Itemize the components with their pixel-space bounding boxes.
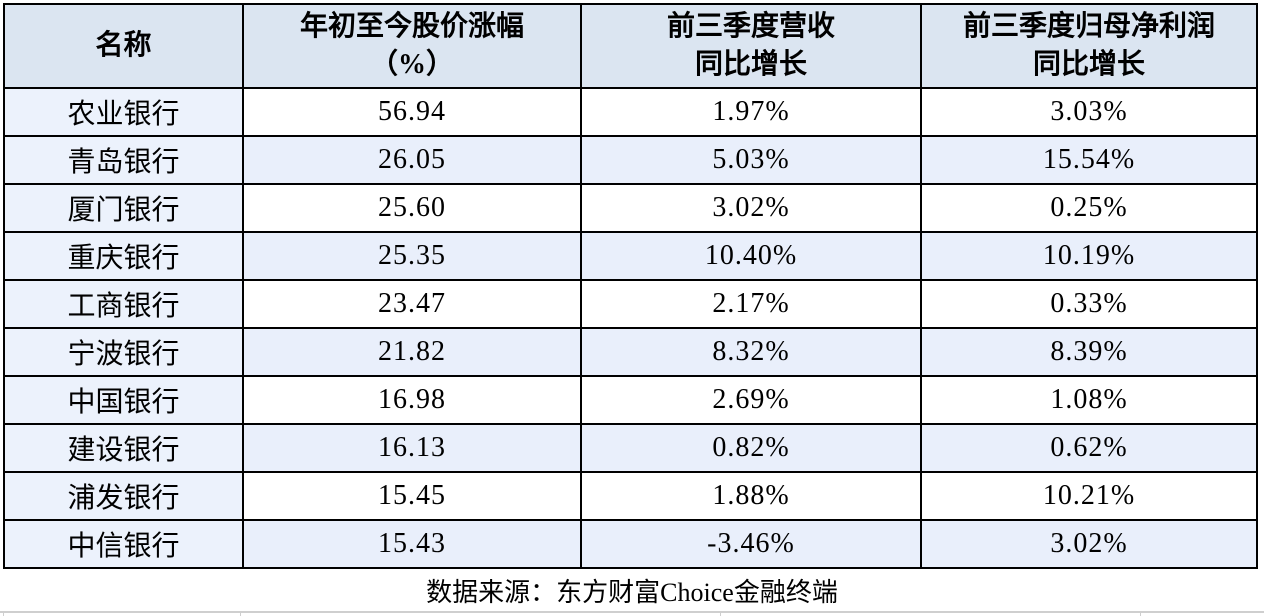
revenue_growth-cell: 0.82% xyxy=(580,423,922,473)
table-row: 中信银行 15.43 -3.46% 3.02% xyxy=(3,519,1258,569)
bank-name-cell: 厦门银行 xyxy=(3,183,244,233)
profit_growth-cell: 10.21% xyxy=(920,471,1258,521)
ytd_change-cell: 16.13 xyxy=(242,423,582,473)
table-body: 农业银行 56.94 1.97% 3.03% 青岛银行 26.05 5.03% 15.54% 厦… xyxy=(3,87,1258,569)
bank-name-cell: 农业银行 xyxy=(3,87,244,137)
bank-name-cell: 青岛银行 xyxy=(3,135,244,185)
grid-stub xyxy=(720,613,721,616)
table-row: 青岛银行 26.05 5.03% 15.54% xyxy=(3,135,1258,185)
profit_growth-cell: 10.19% xyxy=(920,231,1258,281)
ytd_change-cell: 26.05 xyxy=(242,135,582,185)
header-row: 名称 年初至今股价涨幅 （%） 前三季度营收 同比增长 前三季度归母净利润 同比增长 xyxy=(3,3,1258,89)
revenue_growth-cell: 1.88% xyxy=(580,471,922,521)
ytd_change-cell: 21.82 xyxy=(242,327,582,377)
column-header-profit_growth: 前三季度归母净利润 同比增长 xyxy=(920,3,1258,89)
column-header-line: 前三季度营收 xyxy=(666,11,835,42)
data-source-note: 数据来源：东方财富Choice金融终端 xyxy=(0,570,1264,611)
table-row: 重庆银行 25.35 10.40% 10.19% xyxy=(3,231,1258,281)
table-row: 建设银行 16.13 0.82% 0.62% xyxy=(3,423,1258,473)
table-header: 名称 年初至今股价涨幅 （%） 前三季度营收 同比增长 前三季度归母净利润 同比增长 xyxy=(3,3,1258,89)
table-row: 宁波银行 21.82 8.32% 8.39% xyxy=(3,327,1258,377)
ytd_change-cell: 15.45 xyxy=(242,471,582,521)
profit_growth-cell: 3.02% xyxy=(920,519,1258,569)
revenue_growth-cell: 8.32% xyxy=(580,327,922,377)
column-header-ytd_change: 年初至今股价涨幅 （%） xyxy=(242,3,582,89)
table-row: 工商银行 23.47 2.17% 0.33% xyxy=(3,279,1258,329)
column-header-revenue_growth: 前三季度营收 同比增长 xyxy=(580,3,922,89)
profit_growth-cell: 3.03% xyxy=(920,87,1258,137)
bank-performance-table: 名称 年初至今股价涨幅 （%） 前三季度营收 同比增长 前三季度归母净利润 同比增长 农业银… xyxy=(3,3,1258,569)
column-header-line: 前三季度归母净利润 xyxy=(962,11,1215,42)
table-row: 厦门银行 25.60 3.02% 0.25% xyxy=(3,183,1258,233)
bank-name-cell: 中信银行 xyxy=(3,519,244,569)
column-header-line: 同比增长 xyxy=(1032,49,1145,80)
bank-name-cell: 浦发银行 xyxy=(3,471,244,521)
bank-name-cell: 建设银行 xyxy=(3,423,244,473)
column-header-line: 同比增长 xyxy=(694,49,807,80)
grid-stub xyxy=(240,613,241,616)
revenue_growth-cell: -3.46% xyxy=(580,519,922,569)
profit_growth-cell: 15.54% xyxy=(920,135,1258,185)
profit_growth-cell: 0.25% xyxy=(920,183,1258,233)
revenue_growth-cell: 10.40% xyxy=(580,231,922,281)
bank-name-cell: 工商银行 xyxy=(3,279,244,329)
ytd_change-cell: 56.94 xyxy=(242,87,582,137)
profit_growth-cell: 8.39% xyxy=(920,327,1258,377)
revenue_growth-cell: 2.17% xyxy=(580,279,922,329)
revenue_growth-cell: 1.97% xyxy=(580,87,922,137)
revenue_growth-cell: 3.02% xyxy=(580,183,922,233)
table-row: 中国银行 16.98 2.69% 1.08% xyxy=(3,375,1258,425)
ytd_change-cell: 25.35 xyxy=(242,231,582,281)
profit_growth-cell: 0.62% xyxy=(920,423,1258,473)
grid-stub xyxy=(1140,613,1141,616)
column-header-line: （%） xyxy=(369,49,454,80)
ytd_change-cell: 15.43 xyxy=(242,519,582,569)
revenue_growth-cell: 5.03% xyxy=(580,135,922,185)
bank-name-cell: 中国银行 xyxy=(3,375,244,425)
bank-name-cell: 宁波银行 xyxy=(3,327,244,377)
revenue_growth-cell: 2.69% xyxy=(580,375,922,425)
bottom-divider xyxy=(0,611,1264,613)
table-row: 浦发银行 15.45 1.88% 10.21% xyxy=(3,471,1258,521)
ytd_change-cell: 23.47 xyxy=(242,279,582,329)
ytd_change-cell: 16.98 xyxy=(242,375,582,425)
bank-name-cell: 重庆银行 xyxy=(3,231,244,281)
profit_growth-cell: 1.08% xyxy=(920,375,1258,425)
ytd_change-cell: 25.60 xyxy=(242,183,582,233)
grid-stub xyxy=(3,613,4,616)
profit_growth-cell: 0.33% xyxy=(920,279,1258,329)
table-row: 农业银行 56.94 1.97% 3.03% xyxy=(3,87,1258,137)
column-header-name: 名称 xyxy=(3,3,244,89)
column-header-line: 年初至今股价涨幅 xyxy=(299,11,524,42)
column-header-line: 名称 xyxy=(95,30,152,61)
